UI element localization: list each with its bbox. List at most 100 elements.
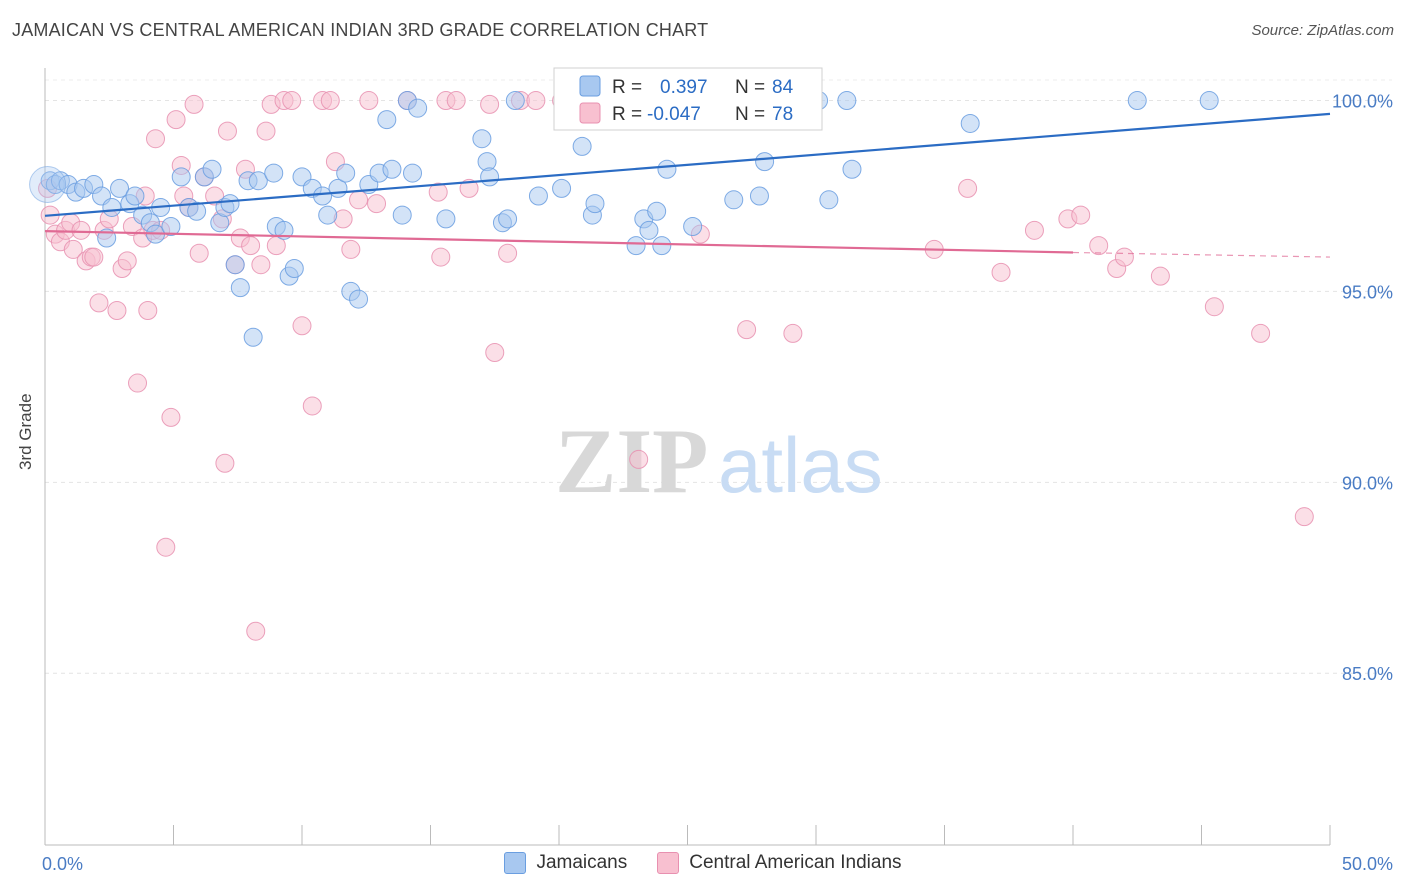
jam-point-72 bbox=[749, 186, 769, 206]
jam-point-46 bbox=[377, 110, 397, 130]
jam-point-57 bbox=[528, 186, 548, 206]
jam-point-75 bbox=[819, 190, 839, 210]
bottom-legend-swatch-central-american-indians bbox=[657, 852, 680, 874]
jam-point-21 bbox=[202, 159, 222, 179]
jam-point-69 bbox=[683, 217, 703, 237]
cai-point-52 bbox=[320, 91, 340, 111]
jam-point-19 bbox=[187, 201, 207, 221]
jam-point-53 bbox=[480, 167, 500, 187]
series-central-american-indians bbox=[38, 91, 1314, 641]
jam-point-9 bbox=[110, 178, 130, 198]
jam-point-38 bbox=[318, 205, 338, 225]
jam-point-81 bbox=[1199, 91, 1219, 111]
bottom-legend-item-jamaicans: Jamaicans bbox=[504, 852, 627, 874]
jam-point-45 bbox=[382, 159, 402, 179]
bottom-legend-item-central-american-indians: Central American Indians bbox=[657, 852, 902, 874]
jam-point-66 bbox=[647, 201, 667, 221]
legend-r-label-1: R = bbox=[612, 104, 642, 125]
jam-point-29 bbox=[248, 171, 268, 191]
jam-point-25 bbox=[225, 255, 245, 275]
jam-point-77 bbox=[837, 91, 857, 111]
legend-r-label-0: R = bbox=[612, 77, 642, 98]
cai-extra-point-5 bbox=[958, 178, 978, 198]
cai-point-55 bbox=[341, 239, 361, 259]
chart-source: Source: ZipAtlas.com bbox=[1251, 22, 1394, 39]
jam-point-56 bbox=[505, 91, 525, 111]
cai-point-14 bbox=[107, 301, 127, 321]
cai-point-37 bbox=[217, 121, 237, 141]
x-tick-label-1: 50.0% bbox=[1342, 854, 1393, 874]
cai-point-11 bbox=[89, 293, 109, 313]
jam-point-79 bbox=[960, 113, 980, 133]
cai-point-36 bbox=[215, 453, 235, 473]
cai-point-50 bbox=[302, 396, 322, 416]
cai-point-65 bbox=[498, 243, 518, 263]
cai-extra-point-14 bbox=[1251, 323, 1271, 343]
jam-point-50 bbox=[408, 98, 428, 118]
trend-line-extension-central-american-indians bbox=[1072, 251, 1331, 258]
jam-point-64 bbox=[626, 236, 646, 256]
legend-swatch-jamaicans bbox=[579, 75, 601, 97]
cai-extra-point-7 bbox=[1024, 220, 1044, 240]
y-tick-label-1: 95.0% bbox=[1342, 282, 1393, 302]
jam-point-42 bbox=[349, 289, 369, 309]
cai-point-32 bbox=[189, 243, 209, 263]
legend-r-value-0: 0.397 bbox=[660, 77, 708, 98]
jam-point-34 bbox=[284, 259, 304, 279]
cai-point-42 bbox=[246, 621, 266, 641]
cai-extra-point-12 bbox=[1114, 247, 1134, 267]
jam-point-59 bbox=[572, 136, 592, 156]
watermark: ZIP atlas bbox=[555, 410, 883, 512]
axes bbox=[44, 68, 1331, 846]
jam-point-30 bbox=[264, 163, 284, 183]
cai-point-23 bbox=[146, 129, 166, 149]
cai-extra-point-2 bbox=[783, 323, 803, 343]
cai-point-56 bbox=[349, 190, 369, 210]
cai-extra-point-13 bbox=[1204, 297, 1224, 317]
series-jamaicans bbox=[29, 91, 1219, 347]
cai-point-44 bbox=[256, 121, 276, 141]
cai-point-63 bbox=[480, 94, 500, 114]
watermark-atlas: atlas bbox=[718, 421, 883, 509]
legend-n-label-1: N = bbox=[735, 104, 765, 125]
jam-point-55 bbox=[498, 209, 518, 229]
cai-extra-point-6 bbox=[991, 262, 1011, 282]
cai-extra-point-10 bbox=[1089, 236, 1109, 256]
legend-n-label-0: N = bbox=[735, 77, 765, 98]
jam-point-17 bbox=[171, 167, 191, 187]
cai-extra-point-9 bbox=[1071, 205, 1091, 225]
bottom-legend-label-central-american-indians: Central American Indians bbox=[689, 852, 902, 873]
jam-point-11 bbox=[125, 186, 145, 206]
jam-point-65 bbox=[639, 220, 659, 240]
jam-point-37 bbox=[313, 186, 333, 206]
cai-point-16 bbox=[117, 251, 137, 271]
trend-line-central-american-indians bbox=[44, 230, 1074, 254]
bottom-legend: Jamaicans Central American Indians bbox=[0, 852, 1406, 874]
jam-point-80 bbox=[1127, 91, 1147, 111]
cai-extra-point-16 bbox=[1150, 266, 1170, 286]
cai-point-6 bbox=[63, 239, 83, 259]
jam-point-48 bbox=[403, 163, 423, 183]
jam-point-26 bbox=[230, 278, 250, 298]
jam-point-16 bbox=[161, 217, 181, 237]
cai-point-72 bbox=[629, 449, 649, 469]
jam-point-83 bbox=[436, 209, 456, 229]
cai-extra-point-3 bbox=[737, 320, 757, 340]
y-tick-label-2: 90.0% bbox=[1342, 473, 1393, 493]
jam-point-70 bbox=[724, 190, 744, 210]
jam-point-61 bbox=[585, 194, 605, 214]
trend-lines bbox=[44, 112, 1331, 258]
cai-point-57 bbox=[359, 91, 379, 111]
cai-point-26 bbox=[161, 407, 181, 427]
jam-point-73 bbox=[755, 152, 775, 172]
y-tick-label-0: 100.0% bbox=[1332, 92, 1393, 112]
cai-point-64 bbox=[485, 343, 505, 363]
cai-point-31 bbox=[184, 94, 204, 114]
cai-point-49 bbox=[292, 316, 312, 336]
jam-point-40 bbox=[336, 163, 356, 183]
x-tick-label-0: 0.0% bbox=[42, 854, 83, 874]
jam-point-27 bbox=[243, 327, 263, 347]
legend-r-value-1: -0.047 bbox=[647, 104, 701, 125]
jam-point-78 bbox=[842, 159, 862, 179]
